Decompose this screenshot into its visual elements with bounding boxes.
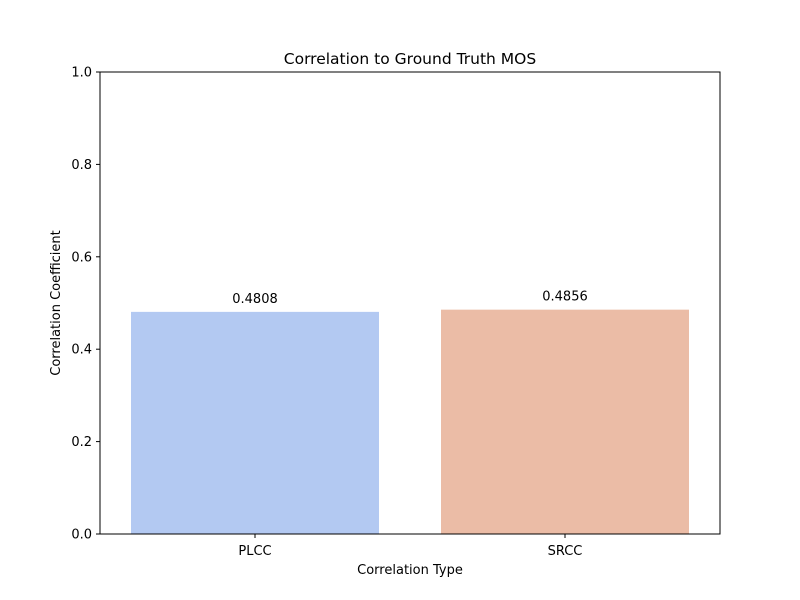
x-tick-label: PLCC: [238, 544, 271, 559]
value-label-srcc: 0.4856: [542, 290, 588, 305]
y-tick-label: 0.4: [71, 343, 92, 358]
value-labels-group: 0.4808 0.4856: [232, 290, 588, 307]
y-axis-ticks: 0.0 0.2 0.4 0.6 0.8 1.0: [71, 66, 100, 543]
y-tick-label: 0.0: [71, 528, 92, 543]
value-label-plcc: 0.4808: [232, 292, 278, 307]
y-tick-label: 0.8: [71, 158, 92, 173]
y-tick-label: 1.0: [71, 66, 92, 81]
chart-title: Correlation to Ground Truth MOS: [284, 50, 536, 68]
x-tick-label: SRCC: [548, 544, 583, 559]
bar-plcc: [131, 311, 379, 534]
bar-srcc: [441, 309, 689, 534]
y-tick-label: 0.6: [71, 250, 92, 265]
y-axis-label: Correlation Coefficient: [49, 230, 64, 376]
y-tick-label: 0.2: [71, 435, 92, 450]
plot-frame: [99, 71, 721, 535]
x-axis-label: Correlation Type: [357, 563, 463, 578]
bars-group: [131, 309, 689, 534]
x-axis-ticks: PLCC SRCC: [238, 534, 582, 559]
